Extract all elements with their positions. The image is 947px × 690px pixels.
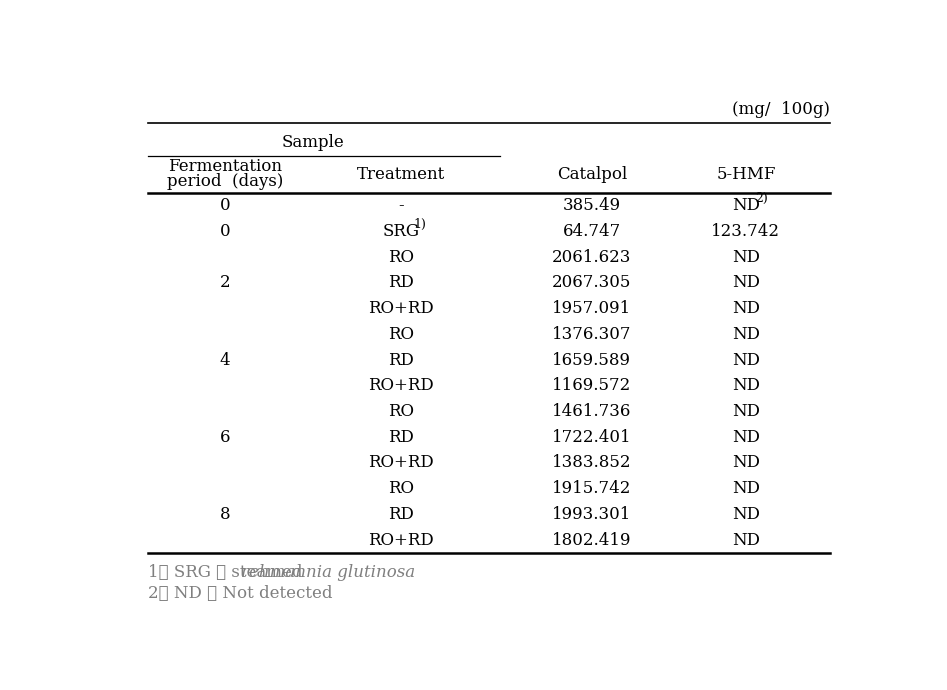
Text: RO+RD: RO+RD bbox=[368, 531, 434, 549]
Text: (mg/  100g): (mg/ 100g) bbox=[732, 101, 831, 119]
Text: 4: 4 bbox=[220, 351, 230, 368]
Text: ND: ND bbox=[732, 480, 759, 497]
Text: 2061.623: 2061.623 bbox=[552, 248, 632, 266]
Text: ND: ND bbox=[732, 326, 759, 343]
Text: Fermentation: Fermentation bbox=[168, 158, 282, 175]
Text: RD: RD bbox=[388, 275, 414, 291]
Text: 2067.305: 2067.305 bbox=[552, 275, 632, 291]
Text: RD: RD bbox=[388, 351, 414, 368]
Text: 1461.736: 1461.736 bbox=[552, 403, 632, 420]
Text: 1): 1) bbox=[414, 217, 426, 230]
Text: ND: ND bbox=[732, 275, 759, 291]
Text: 2） ND ： Not detected: 2） ND ： Not detected bbox=[148, 585, 332, 602]
Text: ND: ND bbox=[732, 428, 759, 446]
Text: rehmannia glutinosa: rehmannia glutinosa bbox=[241, 564, 416, 581]
Text: 123.742: 123.742 bbox=[711, 223, 780, 240]
Text: RO+RD: RO+RD bbox=[368, 377, 434, 394]
Text: -: - bbox=[398, 197, 403, 214]
Text: ND: ND bbox=[732, 351, 759, 368]
Text: 8: 8 bbox=[220, 506, 230, 523]
Text: RO: RO bbox=[388, 326, 414, 343]
Text: 0: 0 bbox=[220, 197, 230, 214]
Text: ND: ND bbox=[732, 455, 759, 471]
Text: 64.747: 64.747 bbox=[563, 223, 621, 240]
Text: 5-HMF: 5-HMF bbox=[716, 166, 776, 183]
Text: 2: 2 bbox=[220, 275, 230, 291]
Text: ND: ND bbox=[732, 531, 759, 549]
Text: Treatment: Treatment bbox=[357, 166, 445, 183]
Text: RD: RD bbox=[388, 428, 414, 446]
Text: period  (days): period (days) bbox=[167, 173, 283, 190]
Text: RO: RO bbox=[388, 403, 414, 420]
Text: RD: RD bbox=[388, 506, 414, 523]
Text: 1915.742: 1915.742 bbox=[552, 480, 632, 497]
Text: RO+RD: RO+RD bbox=[368, 455, 434, 471]
Text: ND: ND bbox=[732, 300, 759, 317]
Text: 0: 0 bbox=[220, 223, 230, 240]
Text: ND: ND bbox=[732, 197, 759, 214]
Text: SRG: SRG bbox=[383, 223, 420, 240]
Text: 2): 2) bbox=[756, 192, 768, 205]
Text: RO+RD: RO+RD bbox=[368, 300, 434, 317]
Text: Catalpol: Catalpol bbox=[557, 166, 627, 183]
Text: ND: ND bbox=[732, 377, 759, 394]
Text: 1659.589: 1659.589 bbox=[552, 351, 632, 368]
Text: Sample: Sample bbox=[281, 134, 345, 151]
Text: 1169.572: 1169.572 bbox=[552, 377, 632, 394]
Text: 1） SRG ： steamed: 1） SRG ： steamed bbox=[148, 564, 308, 581]
Text: RO: RO bbox=[388, 480, 414, 497]
Text: 1376.307: 1376.307 bbox=[552, 326, 632, 343]
Text: RO: RO bbox=[388, 248, 414, 266]
Text: ND: ND bbox=[732, 506, 759, 523]
Text: 385.49: 385.49 bbox=[563, 197, 621, 214]
Text: ND: ND bbox=[732, 248, 759, 266]
Text: 6: 6 bbox=[220, 428, 230, 446]
Text: 1383.852: 1383.852 bbox=[552, 455, 632, 471]
Text: 1722.401: 1722.401 bbox=[552, 428, 632, 446]
Text: 1957.091: 1957.091 bbox=[552, 300, 632, 317]
Text: 1993.301: 1993.301 bbox=[552, 506, 632, 523]
Text: 1802.419: 1802.419 bbox=[552, 531, 632, 549]
Text: ND: ND bbox=[732, 403, 759, 420]
